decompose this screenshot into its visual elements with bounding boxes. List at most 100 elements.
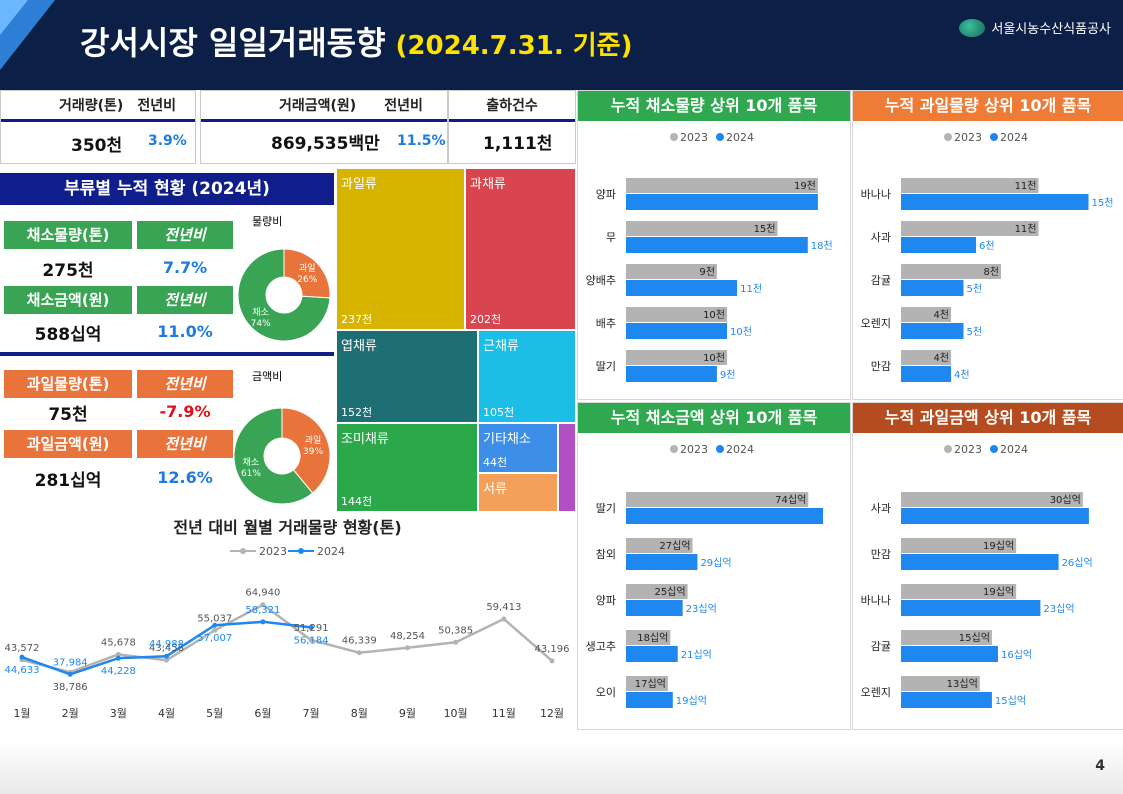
legend-2023-dot [944,133,952,141]
bar-2024 [901,508,1089,524]
bar-2023-label: 25십억 [654,586,685,598]
kpi-amount-header: 거래금액(원) 전년비 [201,91,447,122]
series-2024-label: 44,228 [101,666,136,677]
series-2023-point [308,637,314,643]
treemap-fruit: 과일류 237천 [337,169,464,329]
bar-2023-label: 15천 [754,223,776,235]
month-tick-label: 10월 [444,707,468,720]
series-2023-label: 43,458 [149,643,184,654]
bar-2023-label: 11천 [1015,180,1037,192]
bar-2023 [626,221,778,236]
category-label: 만감 [871,548,891,561]
bar-2023-label: 15십억 [959,632,990,644]
category-label: 사과 [871,231,891,244]
page-title: 강서시장 일일거래동향 (2024.7.31. 기준) [80,18,632,64]
bar-2024 [626,366,717,382]
kpi-amount-yoy: 11.5% [397,133,446,149]
kpi-volume-value-wrap: 350천 [71,131,122,156]
treemap-seasoning-label: 조미채류 [341,432,389,447]
fruit-volume-unit: 천 [72,405,88,425]
bar-2024-label: 9천 [720,369,736,381]
bar-2024-label: 15천 [1092,197,1114,209]
bar-2023-label: 17십억 [635,678,666,690]
series-2023-point [115,651,121,657]
kpi-volume-yoy-label: 전년비 [137,98,176,114]
legend-2024-label: 2024 [1000,443,1028,456]
bar-2023-label: 11천 [1015,223,1037,235]
kpi-amount-value: 869,535 [271,134,349,154]
series-2023-line [21,603,553,674]
kpi-volume-yoy: 3.9% [148,133,187,149]
series-2023-point [404,645,410,651]
bar-2023 [901,307,951,322]
kpi-shipments-value: 1,111 [483,134,537,154]
series-2023-point [453,639,459,645]
series-2023-label: 55,037 [197,613,232,624]
donut-fruit-slice [283,248,331,299]
donut-amount-title: 금액비 [252,370,283,383]
month-tick-label: 4월 [158,707,175,720]
bar-2024 [901,646,998,662]
category-label: 양파 [596,188,616,201]
fruit-amount-number: 281 [34,471,71,491]
bar-2024-label: 21십억 [681,649,712,661]
bar-2023 [901,676,980,691]
bar-2024 [626,600,683,616]
series-2024-point [19,654,25,660]
treemap-fruitveg-label: 과채류 [470,177,506,192]
treemap-othveg-value: 44천 [483,456,508,469]
bar-2023-label: 9천 [699,266,715,278]
series-2023-label: 59,413 [486,602,521,613]
legend-2023-dot [670,133,678,141]
org-logo: 서울시농수산식품공사 [959,18,1111,37]
bar-2023 [901,492,1083,507]
month-tick-label: 6월 [254,707,271,720]
category-label: 바나나 [861,594,891,607]
veg-amount-unit: 십억 [70,325,102,345]
series-2024-point [212,622,218,628]
legend-2023-label: 2023 [680,131,708,144]
treemap-othveg: 기타채소 44천 [479,424,557,472]
panel-fruit-volume: 누적 과일물량 상위 10개 품목 2023 2024 바나나 11천 15천 사과 11천… [852,90,1123,400]
legend-2023-label: 2023 [954,443,982,456]
date-subtitle: (2024.7.31. 기준) [395,31,633,61]
bar-2023 [626,264,717,279]
kpi-shipments-unit: 천 [536,134,553,154]
bar-2024-label: 23십억 [1043,603,1074,615]
donut-veg-slice [237,248,331,342]
series-2023-label: 64,940 [245,588,280,599]
bar-2024-label: 29십억 [700,557,731,569]
category-label: 오이 [596,686,616,699]
series-2023-label: 43,196 [535,644,570,655]
series-2024-point [164,653,170,659]
panel-fruit-amount-title: 누적 과일금액 상위 10개 품목 [853,403,1123,433]
donut-veg-pct: 74% [251,319,271,329]
bar-2024-label: 6천 [979,240,995,252]
page-number: 4 [1095,758,1105,774]
bar-2024-label: 16십억 [1001,649,1032,661]
fruit-volume-label: 과일물량(톤) [4,370,132,398]
bar-2023 [901,350,951,365]
bar-2024 [901,194,1089,210]
legend-2023-label: 2023 [259,545,287,558]
bar-2024 [626,646,678,662]
category-label: 감귤 [871,274,891,287]
bar-2023-label: 19천 [794,180,816,192]
bar-2024-label: 10천 [730,326,752,338]
bar-2024-label: 18천 [811,240,833,252]
veg-volume-label: 채소물량(톤) [4,221,132,249]
treemap-other [559,424,575,511]
bar-2023 [626,630,671,645]
category-label: 양배추 [586,274,616,287]
footer-band [0,740,1123,794]
bar-2024 [626,508,824,524]
series-2023-label: 50,385 [438,625,473,636]
panel-veg-volume: 누적 채소물량 상위 10개 품목 2023 2024 양파 19천 무 15천 18천 양배… [577,90,851,400]
treemap-tubers-label: 서류 [483,482,507,497]
series-2024-label: 56,184 [294,635,329,646]
kpi-shipments-header: 출하건수 [449,91,575,122]
donut-volume-title: 물량비 [252,215,283,228]
section-divider [0,352,334,356]
veg-volume-unit: 천 [77,261,94,281]
